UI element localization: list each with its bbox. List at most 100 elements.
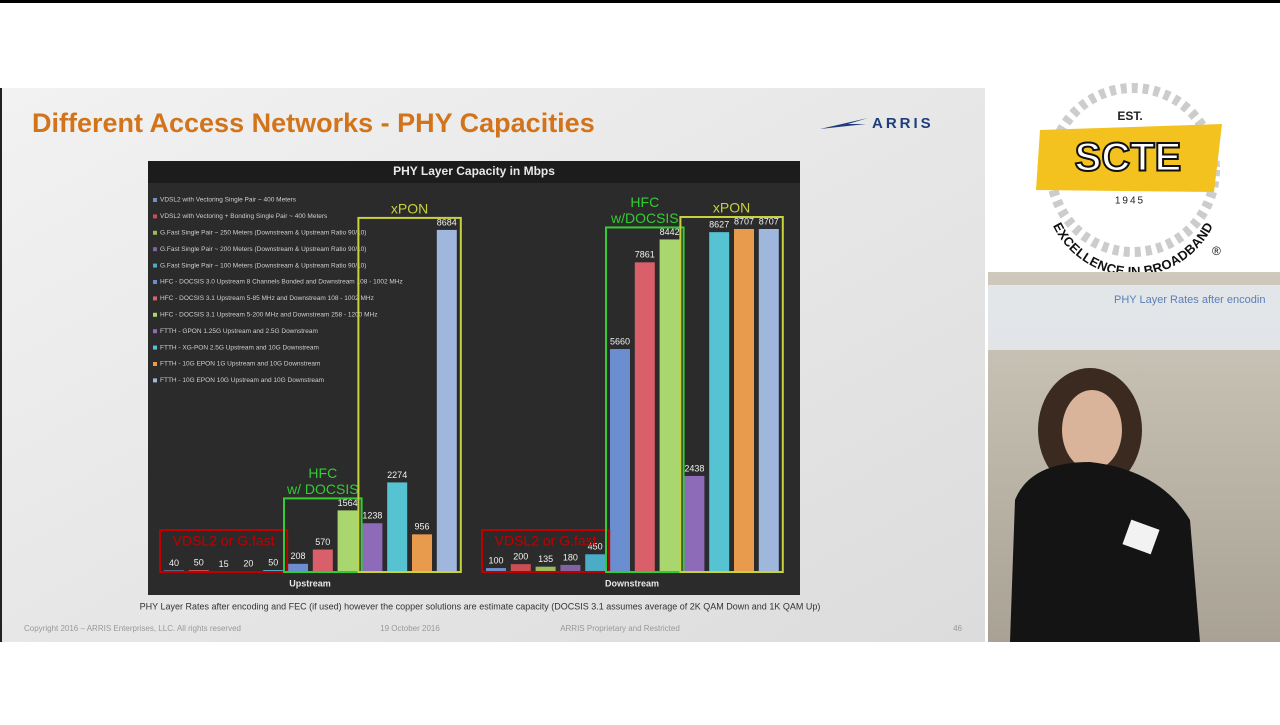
group-label: xPON — [713, 200, 750, 216]
badge-est: EST. — [1117, 109, 1142, 123]
speaker-body — [1010, 462, 1200, 642]
group-label: w/DOCSIS — [610, 210, 679, 226]
badge-banner — [1036, 124, 1222, 192]
legend-swatch — [153, 345, 157, 350]
legend-label: VDSL2 with Vectoring + Bonding Single Pa… — [160, 213, 328, 220]
legend-label: G.Fast Single Pair ~ 100 Meters (Downstr… — [160, 262, 366, 269]
value-label: 570 — [315, 537, 330, 547]
legend-label: FTTH - 10G EPON 10G Upstream and 10G Dow… — [160, 377, 324, 384]
chart-header — [148, 161, 800, 183]
legend-swatch — [153, 296, 157, 301]
projected-screen — [988, 285, 1280, 350]
x-tick-label: Downstream — [605, 578, 659, 588]
projected-text: PHY Layer Rates after encodin — [1114, 294, 1265, 306]
bar — [634, 262, 655, 572]
bar — [709, 232, 730, 572]
badge-mark: ® — [1212, 244, 1221, 258]
slide-edge — [0, 88, 2, 642]
bar — [312, 549, 333, 572]
value-label: 200 — [513, 551, 528, 561]
legend-swatch — [153, 263, 157, 268]
legend-swatch — [153, 280, 157, 284]
group-label: HFC — [630, 194, 659, 210]
bar — [412, 534, 432, 572]
group-box — [679, 216, 784, 573]
group-label: HFC — [308, 465, 337, 481]
value-label: 50 — [194, 557, 204, 567]
badge-name: SCTE — [1075, 136, 1182, 180]
group-label: w/ DOCSIS — [286, 481, 359, 497]
x-tick-label: Upstream — [289, 578, 331, 588]
value-label: 135 — [538, 554, 553, 564]
legend-swatch — [153, 312, 157, 317]
legend-swatch — [153, 247, 157, 252]
legend-label: VDSL2 with Vectoring Single Pair ~ 400 M… — [160, 197, 297, 204]
group-box — [283, 497, 363, 574]
legend-swatch — [153, 362, 157, 366]
bar — [486, 568, 506, 572]
value-label: 20 — [243, 559, 253, 569]
group-box — [159, 529, 289, 573]
group-box — [481, 529, 611, 573]
footer-page: 46 — [953, 624, 962, 633]
legend-swatch — [153, 214, 157, 219]
bar — [387, 482, 408, 572]
legend-label: FTTH - 10G EPON 1G Upstream and 10G Down… — [160, 361, 320, 368]
bar — [585, 554, 606, 572]
footer-copyright: Copyright 2016 – ARRIS Enterprises, LLC.… — [24, 624, 241, 633]
chart: VDSL2 with Vectoring Single Pair ~ 400 M… — [153, 194, 784, 588]
bar — [436, 229, 457, 572]
bar — [535, 566, 556, 572]
value-label: 40 — [169, 558, 179, 568]
value-label: 2438 — [684, 463, 704, 473]
value-label: 8627 — [709, 220, 729, 230]
footnote: PHY Layer Rates after encoding and FEC (… — [140, 601, 821, 611]
bar — [510, 564, 531, 572]
logo-mark — [820, 118, 868, 129]
legend-swatch — [153, 378, 157, 383]
legend-swatch — [153, 230, 157, 235]
bar — [734, 229, 754, 572]
group-label: VDSL2 or G.fast — [495, 533, 597, 549]
legend-label: FTTH - XG-PON 2.5G Upstream and 10G Down… — [160, 344, 319, 351]
legend-label: HFC - DOCSIS 3.1 Upstream 5-200 MHz and … — [160, 312, 377, 319]
legend-swatch — [153, 198, 157, 202]
bar — [684, 475, 705, 572]
bar — [659, 239, 680, 572]
legend-label: HFC - DOCSIS 3.1 Upstream 5-85 MHz and D… — [160, 295, 374, 302]
group-box — [357, 216, 462, 573]
speaker-face — [1062, 390, 1122, 470]
slide-title: Different Access Networks - PHY Capaciti… — [32, 108, 595, 138]
legend-label: HFC - DOCSIS 3.0 Upstream 8 Channels Bon… — [160, 279, 403, 286]
bar — [337, 510, 358, 572]
value-label: 1564 — [338, 498, 358, 508]
bar — [288, 563, 308, 572]
group-label: VDSL2 or G.fast — [173, 533, 275, 549]
badge-year: 1945 — [1115, 196, 1145, 207]
group-label: xPON — [391, 201, 428, 217]
value-label: 180 — [563, 552, 578, 562]
value-label: 956 — [414, 522, 429, 532]
legend-swatch — [153, 329, 157, 334]
chart-title: PHY Layer Capacity in Mbps — [393, 164, 555, 178]
footer-classification: ARRIS Proprietary and Restricted — [560, 624, 680, 633]
value-label: 8707 — [759, 216, 779, 226]
value-label: 8684 — [437, 217, 457, 227]
value-label: 208 — [290, 551, 305, 561]
value-label: 2274 — [387, 470, 407, 480]
bar — [560, 564, 581, 572]
group-box — [605, 226, 685, 573]
value-label: 5660 — [610, 336, 630, 346]
bar — [758, 229, 779, 572]
bar — [610, 349, 630, 572]
top-edge — [0, 0, 1280, 3]
value-label: 1238 — [362, 511, 382, 521]
value-label: 100 — [488, 555, 503, 565]
legend-label: FTTH - GPON 1.25G Upstream and 2.5G Down… — [160, 328, 318, 335]
footer-date: 19 October 2016 — [380, 624, 440, 633]
legend-label: G.Fast Single Pair ~ 200 Meters (Downstr… — [160, 246, 366, 253]
value-label: 50 — [268, 557, 278, 567]
name-badge — [1122, 519, 1160, 555]
logo-text: ARRIS — [872, 115, 934, 132]
